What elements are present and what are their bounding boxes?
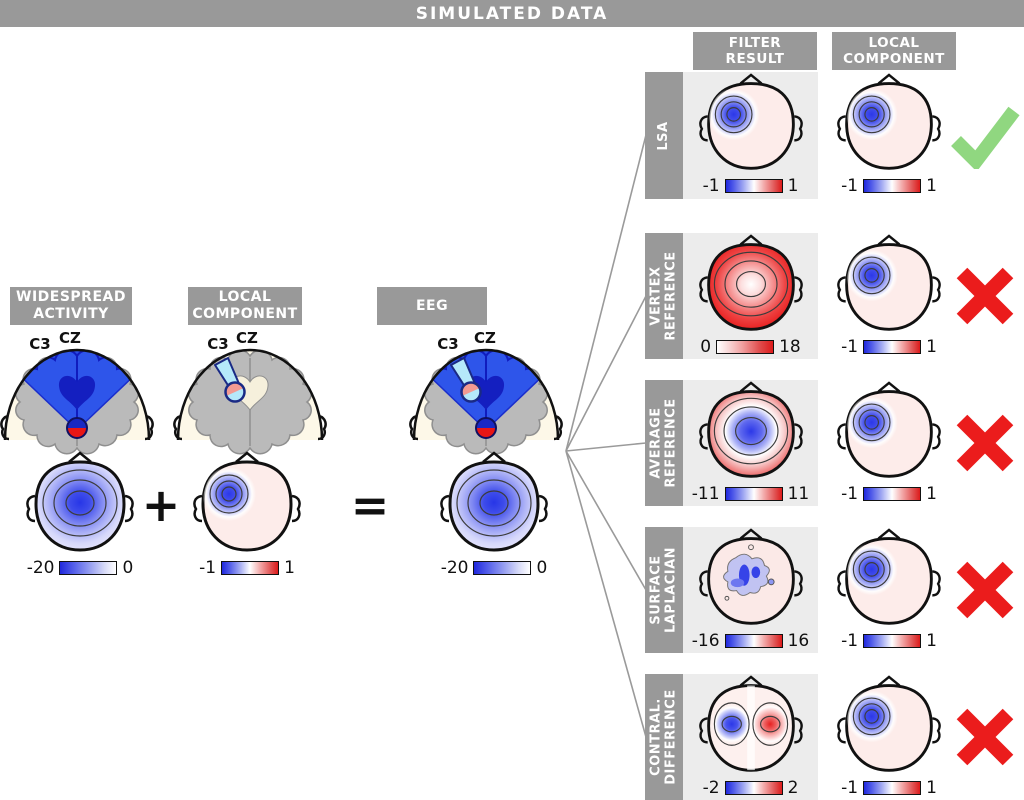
row-label-contralateral-difference: CONTRAL. DIFFERENCE [645, 674, 683, 800]
local-component-lsa: -1 1 [831, 72, 947, 199]
topo-map-local [193, 451, 301, 552]
cross-icon [956, 414, 1013, 472]
brain-slice-local: C3 CZ [173, 330, 327, 455]
verdict-laplacian [945, 527, 1024, 653]
electrode-cz-label: CZ [474, 330, 496, 347]
electrode-cz-label: CZ [59, 330, 81, 347]
colorbar-gradient [863, 781, 922, 795]
row-label-lsa: LSA [645, 72, 683, 199]
method-row-surface-laplacian: SURFACE LAPLACIAN -16 16 [645, 527, 1024, 653]
colorbar-gradient [863, 634, 922, 648]
equals-operator: = [350, 478, 390, 532]
colorbar-gradient [473, 561, 532, 575]
topo-map-filter-laplacian [698, 528, 803, 625]
colorbar-widespread: -20 0 [26, 558, 134, 578]
colorbar-gradient [716, 340, 775, 354]
colorbar-gradient [724, 634, 783, 648]
colorbar-local-average: -1 1 [841, 484, 937, 504]
label-local-component: LOCAL COMPONENT [188, 287, 302, 325]
electrode-c3-label: C3 [207, 335, 228, 353]
topo-map-local-laplacian [837, 528, 941, 625]
topo-map-filter-contralateral [698, 675, 803, 772]
filter-result-panel-average: -11 11 [683, 380, 818, 506]
row-label-surface-laplacian: SURFACE LAPLACIAN [645, 527, 683, 653]
filter-result-panel-laplacian: -16 16 [683, 527, 818, 653]
colorbar-gradient [724, 487, 783, 501]
header-filter-result: FILTER RESULT [693, 32, 817, 70]
local-dipole-icon [214, 357, 246, 403]
verdict-contralateral [945, 674, 1024, 800]
local-component-average: -1 1 [831, 380, 947, 506]
method-row-average-reference: AVERAGE REFERENCE -11 11 [645, 380, 1024, 506]
cross-icon [956, 708, 1013, 766]
filter-result-panel-contralateral: -2 2 [683, 674, 818, 800]
colorbar-filter-vertex: 0 18 [700, 337, 801, 357]
colorbar-gradient [724, 179, 783, 193]
colorbar-gradient [863, 179, 922, 193]
verdict-average [945, 380, 1024, 506]
label-eeg: EEG [377, 287, 487, 325]
topo-map-local-lsa [837, 73, 941, 170]
topo-map-local-average [837, 381, 941, 478]
check-icon [950, 106, 1020, 169]
local-dipole-icon [450, 357, 482, 403]
colorbar-filter-average: -11 11 [691, 484, 810, 504]
topo-map-local-contralateral [837, 675, 941, 772]
topo-map-eeg [440, 451, 548, 552]
header-local-component: LOCAL COMPONENT [832, 32, 956, 70]
colorbar-local: -1 1 [199, 558, 295, 578]
colorbar-gradient [863, 340, 922, 354]
colorbar-gradient [724, 781, 783, 795]
method-row-contralateral-difference: CONTRAL. DIFFERENCE -2 [645, 674, 1024, 800]
colorbar-gradient [59, 561, 118, 575]
colorbar-local-contralateral: -1 1 [841, 778, 937, 798]
topo-map-widespread [26, 451, 134, 552]
method-row-vertex-reference: VERTEX REFERENCE 0 18 [645, 233, 1024, 359]
colorbar-filter-contralateral: -2 2 [702, 778, 799, 798]
brain-slice-eeg: C3 CZ [409, 330, 563, 455]
brain-slice-widespread: C3 CZ [0, 330, 154, 455]
local-component-contralateral: -1 1 [831, 674, 947, 800]
colorbar-local-vertex: -1 1 [841, 337, 937, 357]
row-label-average-reference: AVERAGE REFERENCE [645, 380, 683, 506]
cross-icon [956, 561, 1013, 619]
colorbar-eeg: -20 0 [440, 558, 548, 578]
electrode-c3-label: C3 [437, 335, 458, 353]
local-component-vertex: -1 1 [831, 233, 947, 359]
topo-local: -1 1 [189, 450, 305, 578]
banner-title: SIMULATED DATA [0, 0, 1024, 27]
deep-dipole-icon [475, 417, 497, 439]
filter-result-panel-vertex: 0 18 [683, 233, 818, 359]
plus-operator: + [141, 478, 181, 532]
electrode-c3-label: C3 [29, 335, 50, 353]
verdict-vertex [945, 233, 1024, 359]
colorbar-gradient [863, 487, 922, 501]
colorbar-local-laplacian: -1 1 [841, 631, 937, 651]
topo-eeg: -20 0 [436, 450, 552, 578]
filter-result-panel-lsa: -1 1 [683, 72, 818, 199]
cross-icon [956, 267, 1013, 325]
topo-map-filter-vertex [698, 234, 803, 331]
colorbar-filter-lsa: -1 1 [702, 176, 799, 196]
local-component-laplacian: -1 1 [831, 527, 947, 653]
label-widespread-activity: WIDESPREAD ACTIVITY [10, 287, 132, 325]
colorbar-gradient [221, 561, 280, 575]
topo-map-local-vertex [837, 234, 941, 331]
method-row-lsa: LSA -1 1 [645, 72, 1024, 199]
electrode-cz-label: CZ [236, 330, 258, 347]
topo-map-filter-lsa [698, 73, 803, 170]
verdict-lsa [945, 72, 1024, 199]
deep-dipole-icon [66, 417, 88, 439]
topo-widespread: -20 0 [22, 450, 138, 578]
banner-text: SIMULATED DATA [415, 3, 609, 24]
row-label-vertex-reference: VERTEX REFERENCE [645, 233, 683, 359]
topo-map-filter-average [698, 381, 803, 478]
colorbar-filter-laplacian: -16 16 [691, 631, 810, 651]
colorbar-local-lsa: -1 1 [841, 176, 937, 196]
